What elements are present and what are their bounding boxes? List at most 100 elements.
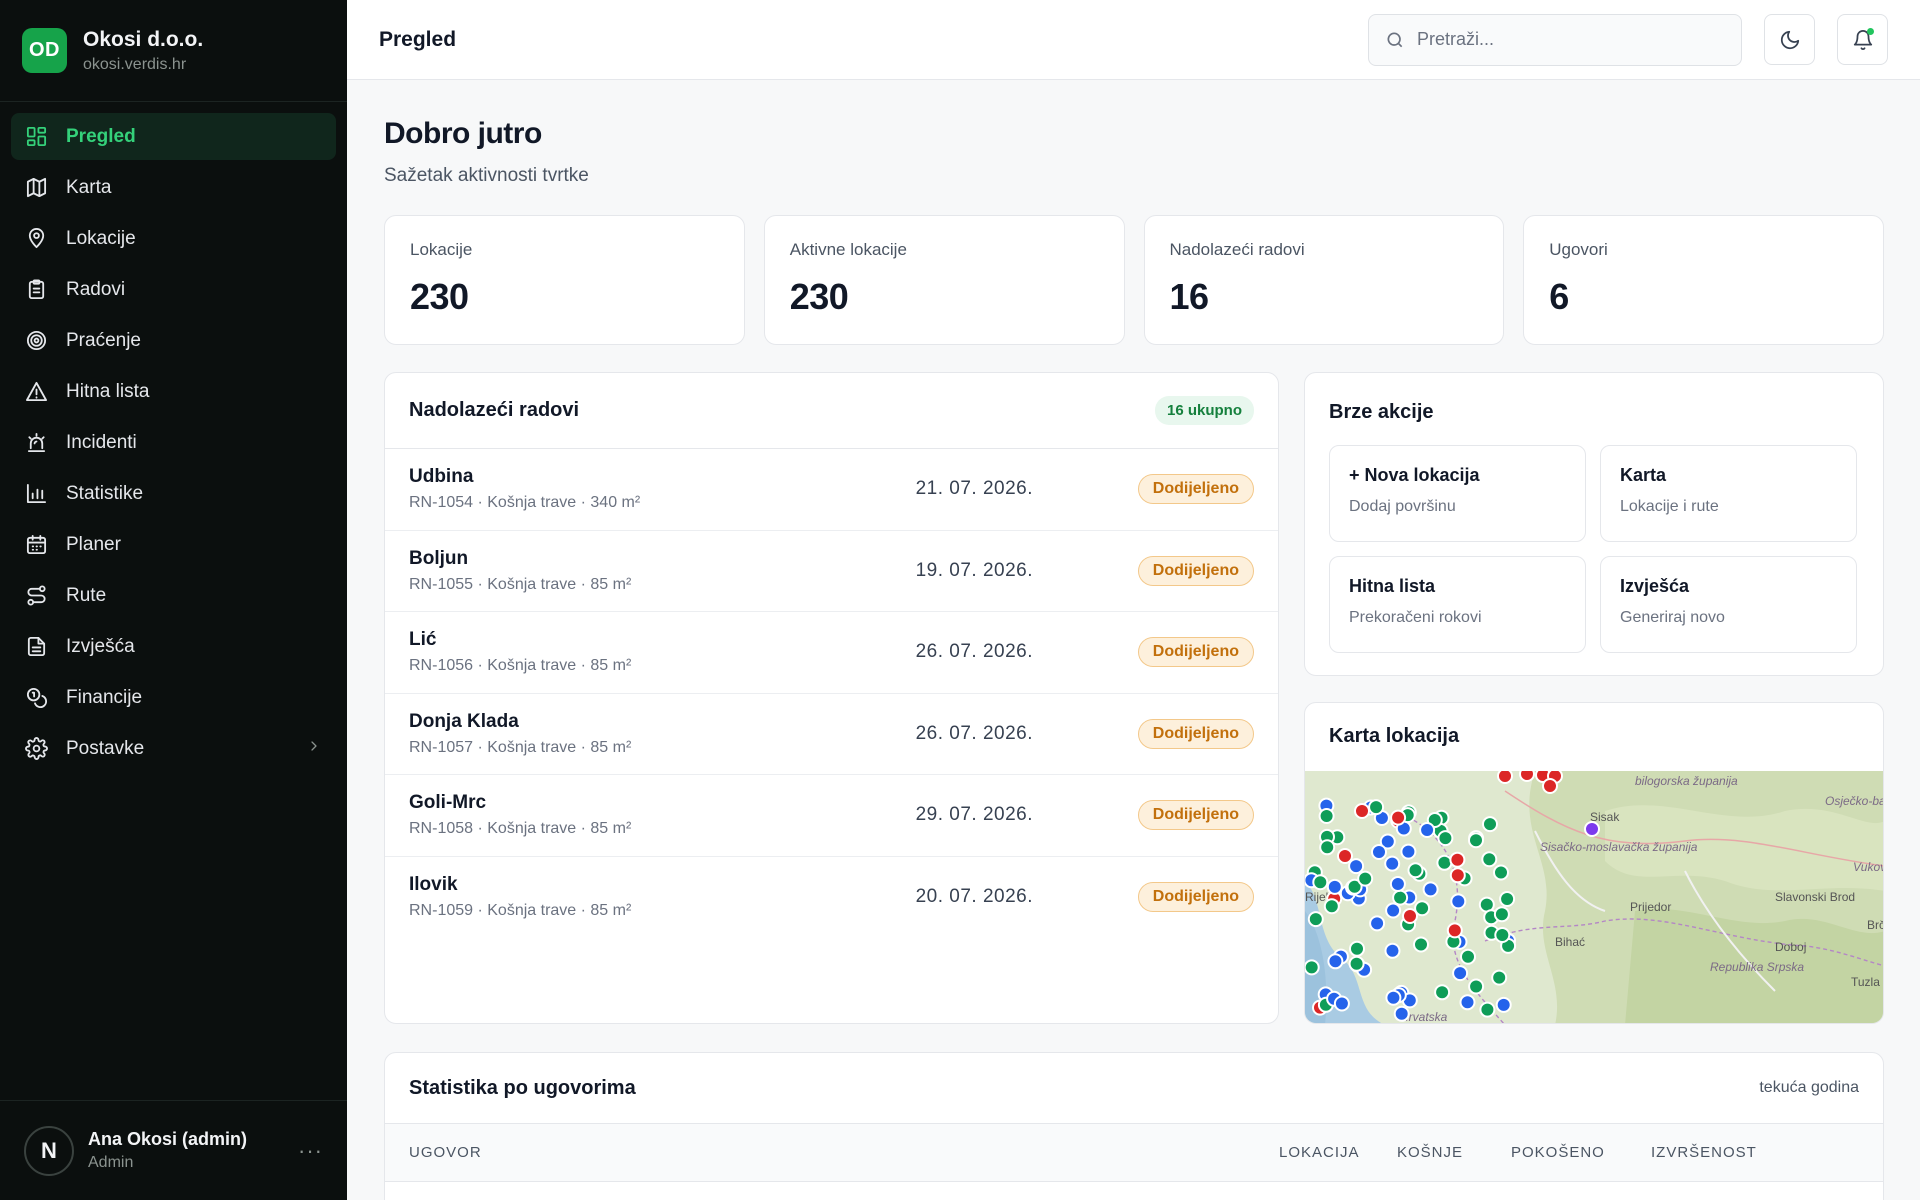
theme-toggle-button[interactable] (1764, 14, 1815, 65)
location-marker[interactable] (1392, 889, 1409, 906)
sidebar-item-postavke[interactable]: Postavke (11, 725, 336, 772)
location-marker[interactable] (1519, 771, 1535, 782)
stat-card-nadolazeci-radovi[interactable]: Nadolazeći radovi 16 (1143, 215, 1505, 345)
location-marker[interactable] (1491, 969, 1508, 986)
location-marker[interactable] (1460, 948, 1476, 965)
location-marker[interactable] (1371, 844, 1387, 860)
location-marker[interactable] (1346, 878, 1363, 895)
column-header-mowed[interactable]: Pokošeno (1511, 1144, 1605, 1161)
location-marker[interactable] (1449, 867, 1466, 884)
location-marker[interactable] (1542, 778, 1558, 794)
column-header-completion[interactable]: Izvršenost (1651, 1144, 1757, 1161)
location-marker[interactable] (1348, 955, 1365, 972)
location-marker[interactable] (1390, 809, 1407, 826)
reports-button[interactable]: Izvješća Generiraj novo (1600, 556, 1857, 653)
location-marker[interactable] (1312, 874, 1329, 891)
location-marker[interactable] (1450, 893, 1467, 910)
location-marker[interactable] (1385, 902, 1402, 919)
location-marker[interactable] (1481, 851, 1498, 868)
location-marker[interactable] (1402, 908, 1418, 924)
sidebar-item-statistike[interactable]: Statistike (11, 470, 336, 517)
location-map[interactable]: bilogorska županija Osječko-baranjska žu… (1305, 771, 1884, 1024)
sidebar-item-rute[interactable]: Rute (11, 572, 336, 619)
sidebar-item-pregled[interactable]: Pregled (11, 113, 336, 160)
location-marker[interactable] (1333, 995, 1350, 1012)
location-marker[interactable] (1368, 799, 1385, 816)
sidebar-item-radovi[interactable]: Radovi (11, 266, 336, 313)
sidebar-item-izvjesca[interactable]: Izvješća (11, 623, 336, 670)
stat-card-lokacije[interactable]: Lokacije 230 (384, 215, 745, 345)
notifications-button[interactable] (1837, 14, 1888, 65)
location-marker[interactable] (1495, 996, 1512, 1013)
sidebar-item-hitna-lista[interactable]: Hitna lista (11, 368, 336, 415)
search-input[interactable] (1417, 29, 1717, 50)
location-marker[interactable] (1384, 942, 1401, 959)
location-marker[interactable] (1407, 862, 1424, 879)
location-marker[interactable] (1422, 881, 1439, 898)
search-box[interactable] (1368, 13, 1742, 66)
location-marker[interactable] (1414, 900, 1431, 917)
location-marker[interactable] (1369, 915, 1386, 932)
location-marker[interactable] (1354, 803, 1370, 819)
location-marker[interactable] (1459, 994, 1476, 1011)
urgent-list-button[interactable]: Hitna lista Prekoračeni rokovi (1329, 556, 1586, 653)
location-marker[interactable] (1494, 927, 1511, 943)
map-button[interactable]: Karta Lokacije i rute (1600, 445, 1857, 542)
new-location-button[interactable]: + Nova lokacija Dodaj površinu (1329, 445, 1586, 542)
location-marker[interactable] (1436, 854, 1453, 871)
location-marker[interactable] (1499, 891, 1516, 907)
table-row[interactable]: Goli-Mrc RN-1058 · Košnja trave · 85 m² 2… (385, 775, 1278, 857)
column-header-location[interactable]: Lokacija (1279, 1144, 1360, 1161)
location-marker[interactable] (1437, 830, 1454, 847)
table-row[interactable]: Ilovik RN-1059 · Košnja trave · 85 m² 20.… (385, 857, 1278, 939)
user-profile[interactable]: N Ana Okosi (admin) Admin ··· (0, 1100, 347, 1200)
location-marker[interactable] (1305, 959, 1320, 976)
location-marker[interactable] (1326, 878, 1343, 895)
stat-card-ugovori[interactable]: Ugovori 6 (1523, 215, 1884, 345)
location-marker[interactable] (1482, 816, 1498, 833)
location-marker[interactable] (1349, 940, 1365, 957)
sidebar-item-karta[interactable]: Karta (11, 164, 336, 211)
location-marker[interactable] (1468, 978, 1485, 995)
column-header-contract[interactable]: Ugovor (409, 1144, 482, 1161)
location-marker[interactable] (1385, 989, 1402, 1006)
location-marker[interactable] (1479, 1001, 1496, 1018)
location-marker[interactable] (1389, 876, 1406, 892)
more-options-icon[interactable]: ··· (298, 1137, 323, 1163)
location-marker[interactable] (1318, 808, 1335, 824)
stat-card-aktivne-lokacije[interactable]: Aktivne lokacije 230 (763, 215, 1125, 345)
table-row[interactable]: Donja Klada RN-1057 · Košnja trave · 85 m… (385, 694, 1278, 775)
location-marker[interactable] (1497, 771, 1513, 784)
location-marker[interactable] (1446, 922, 1463, 939)
sidebar-item-incidenti[interactable]: Incidenti (11, 419, 336, 466)
location-marker[interactable] (1419, 822, 1436, 838)
table-row[interactable]: Boljun RN-1055 · Košnja trave · 85 m² 19.… (385, 531, 1278, 612)
location-marker[interactable] (1319, 839, 1336, 856)
location-marker[interactable] (1327, 953, 1344, 970)
period-selector[interactable]: tekuća godina (1759, 1079, 1859, 1096)
location-marker[interactable] (1384, 855, 1401, 872)
location-marker[interactable] (1348, 858, 1365, 875)
location-marker[interactable] (1434, 984, 1451, 1001)
sidebar-item-pracenje[interactable]: Praćenje (11, 317, 336, 364)
location-marker[interactable] (1393, 1005, 1410, 1022)
location-marker[interactable] (1337, 848, 1353, 864)
location-marker[interactable] (1400, 843, 1417, 860)
location-marker[interactable] (1379, 833, 1396, 850)
location-marker[interactable] (1468, 832, 1484, 849)
location-marker[interactable] (1413, 936, 1429, 953)
sidebar-item-lokacije[interactable]: Lokacije (11, 215, 336, 262)
location-marker[interactable] (1584, 821, 1600, 837)
brand[interactable]: OD Okosi d.o.o. okosi.verdis.hr (0, 0, 347, 102)
location-marker[interactable] (1357, 870, 1374, 887)
location-marker[interactable] (1493, 906, 1510, 923)
sidebar-item-planer[interactable]: Planer (11, 521, 336, 568)
table-row[interactable]: Lić RN-1056 · Košnja trave · 85 m² 26. 07… (385, 612, 1278, 694)
location-marker[interactable] (1323, 898, 1340, 915)
location-marker[interactable] (1452, 965, 1469, 982)
sidebar-item-financije[interactable]: Financije (11, 674, 336, 721)
location-marker[interactable] (1493, 864, 1509, 881)
table-row[interactable]: Udbina RN-1054 · Košnja trave · 340 m² 21… (385, 449, 1278, 531)
location-marker[interactable] (1449, 851, 1466, 868)
location-marker[interactable] (1307, 911, 1324, 928)
